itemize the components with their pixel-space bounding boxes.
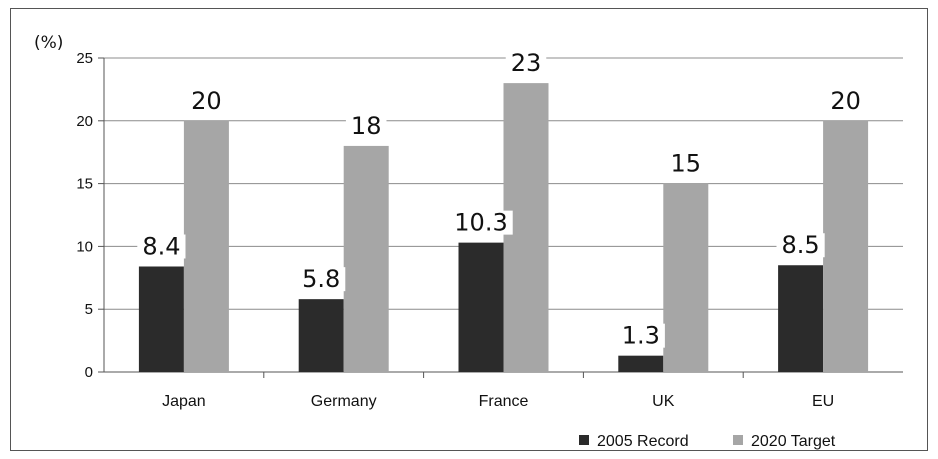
legend: 2005 Record 2020 Target xyxy=(579,433,836,450)
y-tick-label-15: 15 xyxy=(76,176,93,193)
y-axis-unit-label: (%) xyxy=(34,33,63,53)
x-category-label-japan: Japan xyxy=(162,393,206,410)
data-label-bg-eu-2020-target xyxy=(825,88,866,113)
legend-label-2005-record: 2005 Record xyxy=(597,433,689,450)
data-label-japan-2020-target: 20 xyxy=(191,87,222,115)
data-label-bg-germany-2005-record xyxy=(297,267,346,292)
bar-uk-2005-record xyxy=(618,355,664,372)
y-tick-label-0: 0 xyxy=(85,364,93,381)
bar-germany-2005-record xyxy=(298,299,344,372)
data-label-uk-2020-target: 15 xyxy=(671,150,702,178)
data-label-france-2005-record: 10.3 xyxy=(454,209,507,237)
x-category-label-france: France xyxy=(479,393,529,410)
y-tick-label-25: 25 xyxy=(76,50,93,67)
bar-japan-2005-record xyxy=(138,266,184,372)
data-label-bg-japan-2020-target xyxy=(186,88,227,113)
data-label-uk-2005-record: 1.3 xyxy=(622,322,660,350)
data-label-bg-france-2020-target xyxy=(505,51,547,76)
bar-france-2005-record xyxy=(458,242,504,372)
data-label-bg-france-2005-record xyxy=(449,210,513,235)
bar-germany-2020-target xyxy=(343,145,389,372)
labels: 8.4 20 5.8 18 10.3 23 1.3 15 8.5 20 xyxy=(137,49,866,350)
data-label-germany-2005-record: 5.8 xyxy=(302,265,340,293)
bars xyxy=(138,83,869,373)
data-label-bg-uk-2020-target xyxy=(665,151,707,176)
data-label-bg-eu-2005-record xyxy=(776,233,825,258)
data-label-bg-japan-2005-record xyxy=(137,234,186,259)
data-label-japan-2005-record: 8.4 xyxy=(142,232,180,260)
data-label-bg-uk-2005-record xyxy=(616,323,665,348)
bar-japan-2020-target xyxy=(183,120,229,372)
legend-swatch-2005-record xyxy=(579,435,589,445)
legend-label-2020-target: 2020 Target xyxy=(751,433,836,450)
data-label-germany-2020-target: 18 xyxy=(351,112,382,140)
data-label-eu-2005-record: 8.5 xyxy=(782,231,820,259)
y-tick-label-10: 10 xyxy=(76,238,93,255)
x-category-label-eu: EU xyxy=(812,393,834,410)
axes: 0 5 10 15 20 25 Japan Germany France UK EU xyxy=(76,50,903,410)
bar-eu-2005-record xyxy=(778,265,824,372)
data-label-bg-germany-2020-target xyxy=(345,113,387,138)
legend-swatch-2020-target xyxy=(733,435,743,445)
y-tick-label-5: 5 xyxy=(85,301,93,318)
bar-eu-2020-target xyxy=(823,120,869,372)
data-label-france-2020-target: 23 xyxy=(511,49,542,77)
y-tick-label-20: 20 xyxy=(76,113,93,130)
bar-uk-2020-target xyxy=(663,183,709,372)
x-category-label-germany: Germany xyxy=(311,393,377,410)
data-label-eu-2020-target: 20 xyxy=(830,87,861,115)
x-category-label-uk: UK xyxy=(652,393,675,410)
